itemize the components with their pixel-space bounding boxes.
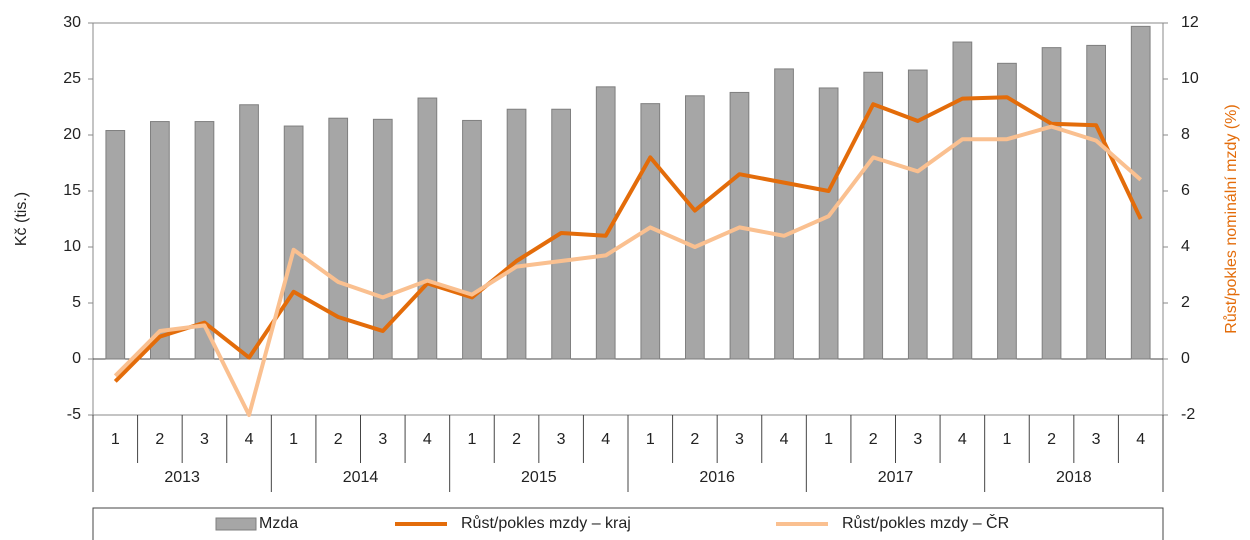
y-tick-label: 25 [63, 70, 81, 87]
y2-tick-label: -2 [1181, 406, 1195, 423]
y2-tick-label: 2 [1181, 294, 1190, 311]
x-tick-label: 3 [1092, 431, 1101, 448]
group-label: 2018 [1056, 469, 1092, 486]
y-tick-label: 5 [72, 294, 81, 311]
y-tick-label: 10 [63, 238, 81, 255]
x-tick-label: 3 [557, 431, 566, 448]
bar [997, 62, 1017, 360]
x-tick-label: 1 [111, 431, 120, 448]
x-tick-label: 4 [1136, 431, 1145, 448]
group-label: 2015 [521, 469, 557, 486]
line-series [113, 124, 1143, 417]
x-tick-label: 4 [780, 431, 789, 448]
x-tick-label: 1 [468, 431, 477, 448]
x-tick-label: 1 [289, 431, 298, 448]
bar [774, 68, 794, 360]
bar [194, 121, 215, 360]
y-tick-label: -5 [67, 406, 81, 423]
x-tick-label: 4 [601, 431, 610, 448]
bar [506, 108, 527, 360]
y2-tick-label: 12 [1181, 14, 1199, 31]
group-label: 2016 [699, 469, 735, 486]
group-label: 2014 [343, 469, 379, 486]
x-tick-label: 2 [512, 431, 521, 448]
bar [150, 121, 170, 360]
y-tick-label: 0 [72, 350, 81, 367]
y-tick-label: 30 [63, 14, 81, 31]
y2-tick-label: 8 [1181, 126, 1190, 143]
group-label: 2013 [164, 469, 200, 486]
bar [328, 117, 349, 360]
x-tick-label: 3 [200, 431, 209, 448]
bar [417, 97, 438, 360]
x-tick-label: 2 [869, 431, 878, 448]
y-tick-label: 15 [63, 182, 81, 199]
x-tick-label: 2 [334, 431, 343, 448]
x-tick-label: 3 [378, 431, 387, 448]
x-tick-label: 1 [824, 431, 833, 448]
legend-label: Růst/pokles mzdy – ČR [842, 513, 1009, 532]
x-tick-label: 1 [1003, 431, 1012, 448]
y2-tick-label: 0 [1181, 350, 1190, 367]
bar [1041, 47, 1062, 360]
y2-axis-title: Růst/pokles nominální mzdy (%) [1222, 104, 1240, 333]
bar [1086, 44, 1106, 360]
y2-tick-label: 4 [1181, 238, 1190, 255]
bar [952, 41, 973, 360]
x-tick-label: 2 [690, 431, 699, 448]
line-series [113, 95, 1143, 383]
bar [239, 104, 259, 360]
x-tick-label: 4 [423, 431, 432, 448]
x-tick-label: 1 [646, 431, 655, 448]
bar [105, 130, 126, 360]
bar [863, 71, 884, 360]
legend-label: Růst/pokles mzdy – kraj [461, 514, 631, 532]
y-tick-label: 20 [63, 126, 81, 143]
y2-tick-label: 10 [1181, 70, 1199, 87]
x-tick-label: 3 [913, 431, 922, 448]
x-tick-label: 3 [735, 431, 744, 448]
bar [685, 95, 705, 360]
bar [283, 125, 304, 360]
y-axis-title: Kč (tis.) [13, 192, 30, 246]
bar [818, 87, 839, 360]
x-tick-label: 2 [1047, 431, 1056, 448]
bar [1130, 25, 1151, 360]
legend-box [92, 507, 1164, 540]
x-tick-label: 4 [245, 431, 254, 448]
x-tick-label: 4 [958, 431, 967, 448]
bar [462, 119, 482, 360]
legend-swatch [215, 517, 257, 531]
legend-label: Mzda [259, 515, 298, 532]
y2-tick-label: 6 [1181, 182, 1190, 199]
x-tick-label: 2 [155, 431, 164, 448]
bar [372, 118, 393, 360]
group-label: 2017 [878, 469, 914, 486]
bar [907, 69, 928, 360]
